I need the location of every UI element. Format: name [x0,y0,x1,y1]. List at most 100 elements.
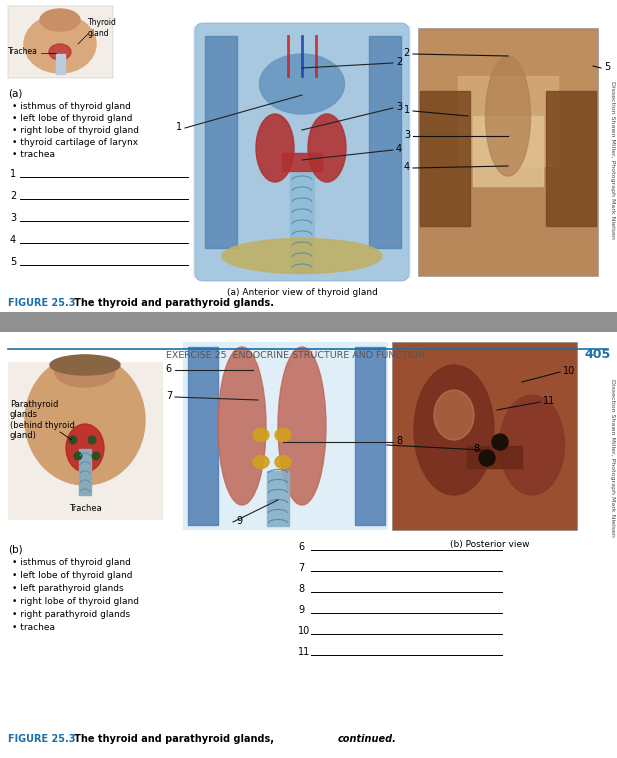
Text: 9: 9 [298,605,304,615]
Text: 8: 8 [473,444,479,454]
Ellipse shape [25,355,145,485]
Bar [0,312,617,332]
Circle shape [492,434,508,450]
Text: 2: 2 [404,48,410,58]
Ellipse shape [24,15,96,73]
Text: Dissection Shawn Miller, Photograph Mark Nielsen: Dissection Shawn Miller, Photograph Mark… [610,81,616,239]
Text: • thyroid cartilage of larynx: • thyroid cartilage of larynx [12,138,138,147]
Bar [420,91,470,226]
Ellipse shape [275,456,291,468]
Text: • left parathyroid glands: • left parathyroid glands [12,584,123,593]
Bar [392,342,577,530]
Text: • right lobe of thyroid gland: • right lobe of thyroid gland [12,597,139,606]
Text: The thyroid and parathyroid glands,: The thyroid and parathyroid glands, [64,734,278,744]
Circle shape [69,436,77,443]
Bar [267,471,289,526]
Ellipse shape [253,456,269,468]
Text: 7: 7 [166,391,172,401]
Ellipse shape [486,56,531,176]
Bar [418,28,598,276]
Text: The thyroid and parathyroid glands.: The thyroid and parathyroid glands. [64,298,274,308]
Text: FIGURE 25.3: FIGURE 25.3 [8,298,75,308]
Bar [8,6,113,78]
Ellipse shape [260,54,344,114]
Text: 3: 3 [10,213,16,223]
Ellipse shape [218,347,266,505]
Text: 2: 2 [396,57,402,67]
Bar [546,91,596,226]
Bar [193,26,411,278]
Text: continued.: continued. [338,734,397,744]
Bar [467,446,522,468]
Text: (a) Anterior view of thyroid gland: (a) Anterior view of thyroid gland [226,288,378,297]
Ellipse shape [278,347,326,505]
Text: 3: 3 [404,130,410,140]
Ellipse shape [40,9,80,31]
Circle shape [479,450,495,466]
Bar [420,31,596,96]
Text: • right lobe of thyroid gland: • right lobe of thyroid gland [12,126,139,135]
Ellipse shape [49,44,71,60]
Text: (b): (b) [8,544,23,554]
Text: 9: 9 [236,516,242,526]
Bar [8,362,163,520]
Text: • left lobe of thyroid gland: • left lobe of thyroid gland [12,571,133,580]
Text: 10: 10 [563,366,575,376]
Ellipse shape [222,239,382,274]
Text: 11: 11 [298,647,310,657]
Bar [0,356,617,758]
Text: 5: 5 [10,257,16,267]
Bar [188,347,218,525]
FancyBboxPatch shape [195,23,409,281]
Ellipse shape [55,357,115,387]
Bar [458,76,558,166]
Text: 7: 7 [298,563,304,573]
Text: • left lobe of thyroid gland: • left lobe of thyroid gland [12,114,133,123]
Ellipse shape [275,428,291,441]
Ellipse shape [50,355,120,375]
Text: 8: 8 [396,436,402,446]
Text: 6: 6 [166,364,172,374]
Text: (a): (a) [8,88,22,98]
Ellipse shape [308,114,346,182]
Circle shape [74,453,82,460]
Ellipse shape [253,428,269,441]
Ellipse shape [414,365,494,495]
Bar [290,173,314,273]
Ellipse shape [256,114,294,182]
Text: FIGURE 25.3: FIGURE 25.3 [8,734,75,744]
Text: 8: 8 [298,584,304,594]
Bar [79,449,91,495]
Bar [355,347,385,525]
Text: 4: 4 [396,144,402,154]
Bar [369,36,401,248]
Text: 405: 405 [585,349,611,362]
Ellipse shape [66,424,104,472]
Text: 10: 10 [298,626,310,636]
Text: 11: 11 [543,396,555,406]
Text: 4: 4 [404,162,410,172]
Circle shape [88,436,96,443]
Text: Trachea: Trachea [68,504,101,513]
Text: • isthmus of thyroid gland: • isthmus of thyroid gland [12,102,131,111]
Bar [0,0,617,315]
Text: 1: 1 [404,105,410,115]
Bar [473,116,543,186]
Text: 1: 1 [176,122,182,132]
Ellipse shape [500,395,565,495]
Text: 5: 5 [604,62,610,72]
Text: (b) Posterior view: (b) Posterior view [450,540,530,549]
Text: • trachea: • trachea [12,150,55,159]
Text: 3: 3 [396,102,402,112]
Text: 1: 1 [10,169,16,179]
Text: Thyroid
gland: Thyroid gland [88,18,117,38]
Text: EXERCISE 25  ENDOCRINE STRUCTURE AND FUNCTION: EXERCISE 25 ENDOCRINE STRUCTURE AND FUNC… [165,350,424,359]
Text: 6: 6 [298,542,304,552]
Bar [282,153,322,171]
Circle shape [92,453,100,460]
Text: • right parathyroid glands: • right parathyroid glands [12,610,130,619]
Text: • trachea: • trachea [12,623,55,632]
Text: Parathyroid
glands
(behind thyroid
gland): Parathyroid glands (behind thyroid gland… [10,400,75,440]
Bar [205,36,237,248]
Text: Trachea: Trachea [8,48,38,57]
